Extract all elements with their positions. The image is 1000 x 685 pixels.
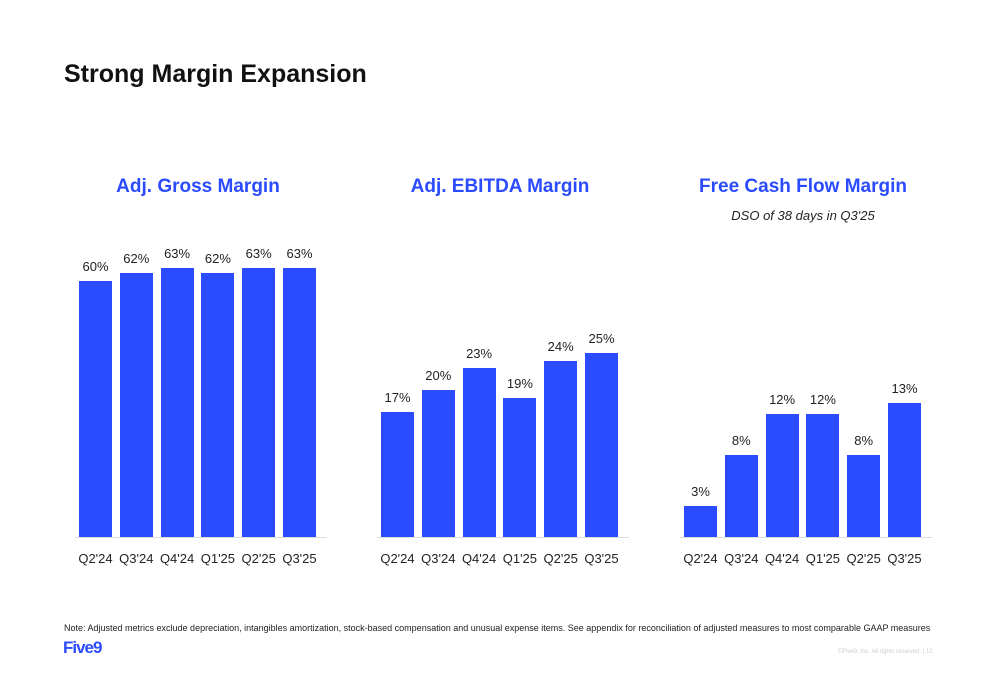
chart-title-ebitda: Adj. EBITDA Margin	[410, 176, 590, 197]
x-tick-label: Q1'25	[502, 551, 538, 566]
x-tick-label: Q4'24	[764, 551, 800, 566]
data-label: 12%	[809, 391, 836, 407]
x-tick-label: Q4'24	[461, 551, 497, 566]
baseline	[377, 537, 629, 538]
data-label: 20%	[425, 368, 452, 384]
x-tick-label: Q3'24	[421, 551, 456, 566]
data-label: 25%	[588, 331, 615, 347]
bar-Q1'25	[201, 272, 235, 537]
x-tick-label: Q2'24	[78, 551, 113, 566]
bar-Q3'25	[585, 353, 618, 537]
bar-Q2'24	[381, 412, 414, 537]
x-tick-label: Q3'25	[887, 551, 922, 566]
x-tick-label: Q2'25	[846, 551, 881, 566]
bar-Q3'25	[283, 268, 316, 537]
chart-subtitle-fcf: DSO of 38 days in Q3'25	[731, 208, 875, 223]
x-tick-label: Q4'24	[159, 551, 195, 566]
data-label: 24%	[547, 338, 574, 354]
data-label: 63%	[164, 246, 191, 262]
data-label: 60%	[82, 259, 109, 275]
data-label: 3%	[691, 484, 710, 500]
bar-Q2'24	[684, 506, 717, 537]
x-tick-label: Q3'24	[119, 551, 154, 566]
chart-title-fcf: Free Cash Flow Margin	[699, 176, 907, 197]
five9-logo: Five9	[63, 638, 102, 657]
data-label: 62%	[204, 250, 231, 266]
bar-Q3'24	[119, 272, 153, 537]
fcf-margin-chart: 3% Q2'24 8% Q3'24 12% Q4'24 12% Q1'25 8% Q2'25 13%…	[680, 247, 932, 577]
data-label: 8%	[731, 432, 751, 448]
x-tick-label: Q3'25	[282, 551, 317, 566]
data-label: 23%	[466, 346, 493, 362]
x-tick-label: Q1'25	[805, 551, 841, 566]
bar-Q4'24	[765, 413, 799, 537]
gross-margin-chart: 60% Q2'24 62% Q3'24 63% Q4'24 62% Q1'25 63% Q2'25…	[75, 246, 327, 577]
bar-Q2'25	[242, 268, 276, 537]
data-label: 19%	[506, 375, 533, 391]
data-label: 63%	[245, 246, 272, 262]
chart-title-gross: Adj. Gross Margin	[116, 176, 280, 197]
footnote: Note: Adjusted metrics exclude depreciat…	[64, 623, 931, 633]
x-tick-label: Q1'25	[200, 551, 236, 566]
ebitda-margin-chart: 17% Q2'24 20% Q3'24 23% Q4'24 19% Q1'25 24% Q2'25…	[377, 247, 629, 577]
data-label: 63%	[286, 246, 313, 262]
x-tick-label: Q3'24	[724, 551, 759, 566]
x-tick-label: Q3'25	[584, 551, 619, 566]
bar-Q1'25	[806, 413, 840, 537]
baseline	[75, 537, 327, 538]
data-label: 12%	[769, 391, 796, 407]
data-label: 17%	[384, 390, 411, 406]
bar-Q4'24	[160, 268, 194, 537]
page-title: Strong Margin Expansion	[64, 60, 367, 88]
data-label: 62%	[123, 250, 150, 266]
bar-Q3'24	[421, 390, 455, 537]
bar-Q4'24	[462, 368, 496, 537]
baseline	[680, 537, 932, 538]
bar-Q3'24	[724, 454, 758, 537]
data-label: 13%	[891, 381, 918, 397]
bar-Q1'25	[503, 397, 537, 537]
bar-Q2'25	[544, 360, 578, 537]
bar-Q3'25	[888, 403, 921, 537]
x-tick-label: Q2'25	[543, 551, 578, 566]
x-tick-label: Q2'25	[241, 551, 276, 566]
data-label: 8%	[854, 432, 874, 448]
copyright: ©Five9, Inc. All rights reserved. | 12	[838, 649, 933, 655]
bar-Q2'25	[847, 454, 881, 537]
x-tick-label: Q2'24	[380, 551, 415, 566]
bar-Q2'24	[79, 281, 112, 537]
x-tick-label: Q2'24	[683, 551, 718, 566]
